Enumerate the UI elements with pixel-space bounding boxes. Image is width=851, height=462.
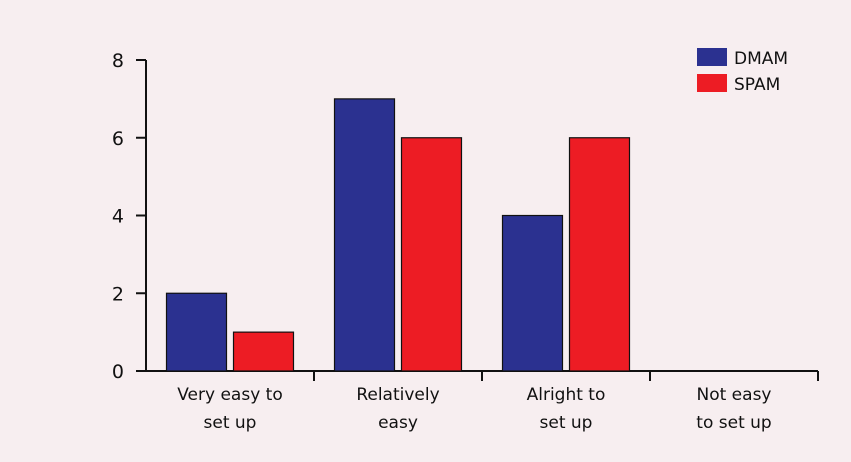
legend-label-dmam: DMAM [734, 49, 788, 69]
y-tick-label: 4 [112, 206, 124, 228]
y-tick-label: 2 [112, 283, 124, 305]
x-category-labels: Very easy to set up Relatively easy Alright … [177, 385, 771, 433]
category-label-line: set up [540, 413, 593, 433]
category-label-line: Very easy to [177, 385, 283, 405]
category-label-line: easy [378, 413, 418, 433]
y-tick-label: 0 [112, 361, 124, 383]
y-tick-label: 8 [112, 50, 124, 72]
bar-dmam-0 [165, 292, 228, 372]
bar-spam-1 [400, 137, 463, 372]
y-tick-label: 6 [112, 128, 124, 150]
bar-dmam-2 [501, 214, 564, 372]
category-label-line: Not easy [697, 385, 772, 405]
category-label: Alright to set up [527, 385, 606, 433]
category-label-line: set up [204, 413, 257, 433]
chart-bars [165, 98, 631, 372]
category-label: Very easy to set up [177, 385, 283, 433]
category-label-line: to set up [696, 413, 771, 433]
bar-dmam-1 [333, 98, 396, 372]
category-label: Relatively easy [356, 385, 439, 433]
legend-swatch-spam [697, 74, 727, 92]
chart-legend: DMAM SPAM [697, 48, 788, 95]
legend-label-spam: SPAM [734, 75, 780, 95]
category-label-line: Relatively [356, 385, 439, 405]
y-tick-labels: 0 2 4 6 8 [112, 50, 124, 383]
category-label-line: Alright to [527, 385, 606, 405]
bar-spam-0 [232, 331, 295, 372]
category-label: Not easy to set up [696, 385, 771, 433]
bar-spam-2 [568, 137, 631, 372]
legend-swatch-dmam [697, 48, 727, 66]
